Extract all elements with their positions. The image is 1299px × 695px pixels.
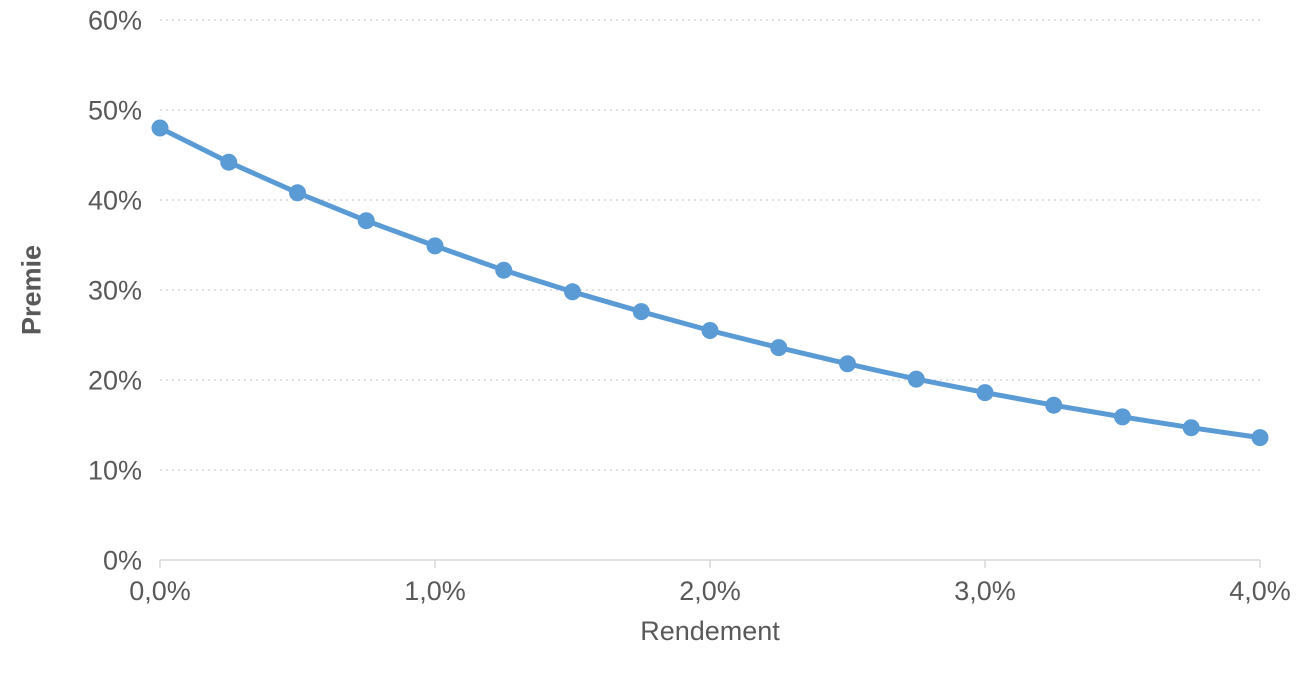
data-point bbox=[220, 154, 237, 171]
data-point bbox=[839, 355, 856, 372]
data-point bbox=[702, 322, 719, 339]
data-point bbox=[1045, 397, 1062, 414]
y-tick-label: 10% bbox=[88, 455, 142, 485]
data-point bbox=[1183, 419, 1200, 436]
x-tick-label: 2,0% bbox=[679, 576, 741, 606]
chart-container: 0,0% 1,0% 2,0% 3,0% 4,0% 0% 10% 20% 30% 40% 50% 60%… bbox=[0, 0, 1299, 695]
y-tick-label: 40% bbox=[88, 185, 142, 215]
y-tick-label: 0% bbox=[103, 545, 142, 575]
y-tick-label: 60% bbox=[88, 5, 142, 35]
data-point bbox=[1114, 408, 1131, 425]
y-tick-label: 30% bbox=[88, 275, 142, 305]
x-tick-label: 4,0% bbox=[1229, 576, 1291, 606]
data-point bbox=[977, 384, 994, 401]
data-point bbox=[564, 283, 581, 300]
data-point bbox=[358, 212, 375, 229]
y-tick-label: 20% bbox=[88, 365, 142, 395]
x-axis-title: Rendement bbox=[640, 616, 780, 647]
y-axis-title: Premie bbox=[17, 245, 48, 335]
data-point bbox=[495, 262, 512, 279]
data-point bbox=[770, 339, 787, 356]
data-point bbox=[1252, 429, 1269, 446]
y-tick-label: 50% bbox=[88, 95, 142, 125]
data-point bbox=[289, 184, 306, 201]
data-point bbox=[633, 303, 650, 320]
data-point bbox=[908, 371, 925, 388]
data-point bbox=[152, 120, 169, 137]
data-point bbox=[427, 237, 444, 254]
x-tick-label: 1,0% bbox=[404, 576, 466, 606]
x-tick-label: 0,0% bbox=[129, 576, 191, 606]
x-tick-label: 3,0% bbox=[954, 576, 1016, 606]
line-chart: 0,0% 1,0% 2,0% 3,0% 4,0% 0% 10% 20% 30% 40% 50% 60% bbox=[0, 0, 1299, 695]
